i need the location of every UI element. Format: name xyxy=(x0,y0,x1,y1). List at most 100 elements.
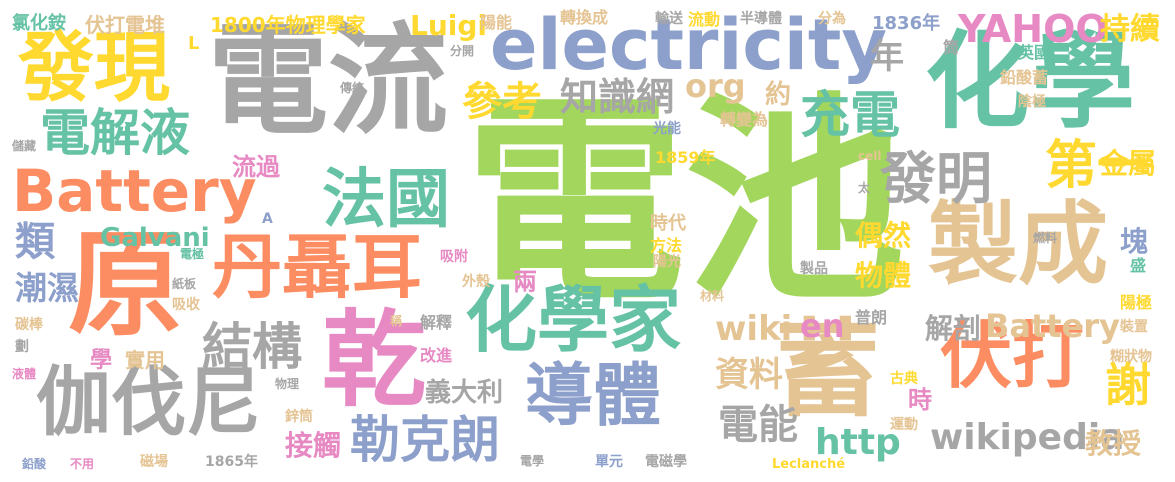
word-classic: 古典 xyxy=(890,371,918,387)
word-danyuan: 單元 xyxy=(595,454,623,470)
word-ranliao: 燃料 xyxy=(1033,231,1058,245)
word-fenwei: 分為 xyxy=(818,11,846,27)
word-1836: 1836年 xyxy=(872,13,941,34)
word-yuan: 原 xyxy=(68,218,184,352)
word-traditional: 傳統 xyxy=(340,81,365,95)
word-motion: 運動 xyxy=(890,417,918,433)
word-storage: 儲藏 xyxy=(12,139,37,153)
word-cathode: 陰極 xyxy=(1018,94,1046,110)
word-shiyong: 實用 xyxy=(125,348,165,372)
word-ammonium-chloride: 氯化銨 xyxy=(12,13,66,34)
word-L: L xyxy=(188,33,200,54)
word-device: 裝置 xyxy=(1120,319,1148,335)
word-improve: 改進 xyxy=(420,346,453,365)
word-yue: 約 xyxy=(765,80,792,110)
word-faguo: 法國 xyxy=(322,163,450,237)
word-liuguo: 流過 xyxy=(232,153,280,181)
word-chongdian: 充電 xyxy=(800,86,900,144)
word-fenkai: 分開 xyxy=(450,44,475,58)
word-jinshu: 金屬 xyxy=(1100,147,1157,180)
word-wuti: 物體 xyxy=(855,259,912,292)
word-chaoshi: 潮濕 xyxy=(15,269,80,307)
word-jiechu: 接觸 xyxy=(285,429,342,462)
word-zhuanbianwei: 轉變為 xyxy=(720,110,769,129)
word-dianliu: 電流 xyxy=(208,12,448,151)
word-dianxue: 電學 xyxy=(520,454,545,468)
word-nian: 年 xyxy=(870,37,904,77)
word-huaxue: 化學 xyxy=(925,21,1136,143)
word-physics: 物理 xyxy=(275,377,300,391)
word-buyong: 不用 xyxy=(70,457,95,471)
word-A: A xyxy=(262,211,273,227)
word-kuai: 塊 xyxy=(1120,225,1149,258)
word-galvani: Galvani xyxy=(100,223,210,253)
word-electricity: electricity xyxy=(490,4,887,86)
word-jiaoshou: 教授 xyxy=(1085,427,1142,460)
word-sheng: 盛 xyxy=(1130,256,1147,275)
word-en: en xyxy=(800,307,845,345)
word-shidai: 時代 xyxy=(650,213,686,234)
word-carbon-rod: 碳棒 xyxy=(15,317,43,333)
word-xu: 蓄 xyxy=(775,309,881,431)
word-jiepou: 解剖 xyxy=(925,312,982,345)
word-battery-large: Battery xyxy=(12,157,257,225)
word-england: 英國 xyxy=(1018,43,1051,62)
word-shi: 時 xyxy=(908,386,932,414)
word-paperboard: 紙板 xyxy=(172,277,197,291)
word-material: 材料 xyxy=(700,289,725,303)
word-luigi: Luigi xyxy=(410,9,488,42)
word-xue: 學 xyxy=(90,348,113,373)
word-yahoo: YAHOO xyxy=(958,7,1108,51)
word-1800-physicist: 1800年物理學家 xyxy=(210,13,366,37)
word-zinc-can: 鋅筒 xyxy=(285,409,313,425)
word-electrode: 電極 xyxy=(180,247,205,261)
word-yangneng: 陽能 xyxy=(480,13,513,32)
word-voltaic-pile: 伏打電堆 xyxy=(85,13,165,37)
word-org: org xyxy=(685,67,746,105)
word-1865: 1865年 xyxy=(205,454,258,470)
word-wiki: wiki xyxy=(715,309,793,349)
word-xie: 謝 xyxy=(1105,358,1151,412)
word-pulang: 普朗 xyxy=(855,308,888,327)
word-guangneng: 光能 xyxy=(653,121,681,137)
word-danneer: 丹聶耳 xyxy=(212,226,422,308)
word-lead-acid-storage: 鉛酸蓄 xyxy=(1000,68,1049,87)
word-liang: 兩 xyxy=(513,268,537,296)
word-explain: 解釋 xyxy=(420,313,453,332)
word-yangguang: 陽光 xyxy=(653,254,681,270)
word-fangfa: 方法 xyxy=(650,236,683,255)
word-adsorb: 吸附 xyxy=(440,249,468,265)
word-1859: 1859年 xyxy=(655,148,716,167)
word-cankao: 參考 xyxy=(462,79,542,125)
word-leclanche: Leclanché xyxy=(772,457,846,472)
word-cheng: 稱 xyxy=(390,314,403,328)
word-liquid: 液體 xyxy=(12,367,37,381)
word-paste: 糊狀物 xyxy=(1110,349,1152,365)
word-semiconductor: 半導體 xyxy=(740,11,782,27)
word-battery-small: Battery xyxy=(985,307,1120,345)
word-casing: 外殼 xyxy=(462,274,490,290)
word-anode: 陽極 xyxy=(1120,293,1153,312)
word-chixu: 持續 xyxy=(1100,12,1160,47)
word-jiegou: 結構 xyxy=(202,318,302,376)
word-absorb: 吸收 xyxy=(172,297,200,313)
word-lei: 類 xyxy=(15,219,55,265)
word-lead-acid: 鉛酸 xyxy=(22,457,47,471)
word-electromagnetism: 電磁學 xyxy=(645,454,687,470)
word-ziliao: 資料 xyxy=(715,355,783,395)
word-huaxuejia: 化學家 xyxy=(465,278,682,362)
word-diyi: 第一 xyxy=(1045,136,1150,196)
word-liudong: 流動 xyxy=(688,10,721,29)
word-http: http xyxy=(815,422,901,463)
word-wikipedia: wikipedia xyxy=(930,417,1125,458)
word-dianjieye: 電解液 xyxy=(40,104,190,162)
word-qian: 乾 xyxy=(322,299,427,421)
word-dianneng: 電能 xyxy=(718,402,798,448)
word-tong: 筒 xyxy=(943,38,960,57)
word-lekelang: 勒克朗 xyxy=(350,411,500,469)
word-yidali: 義大利 xyxy=(425,378,504,408)
word-magnetic-field: 磁場 xyxy=(140,454,168,470)
word-cell: cell xyxy=(858,149,882,163)
word-zhishiwang: 知識網 xyxy=(560,75,675,119)
